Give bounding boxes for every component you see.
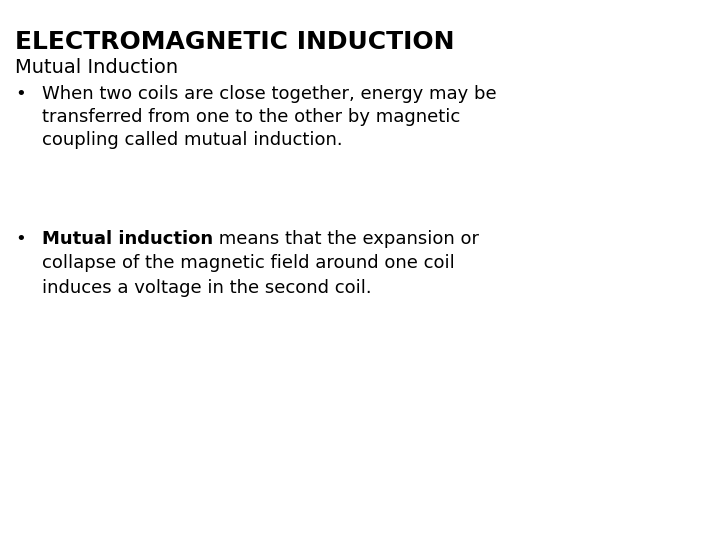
Text: ELECTROMAGNETIC INDUCTION: ELECTROMAGNETIC INDUCTION — [15, 30, 454, 54]
Text: Mutual induction: Mutual induction — [42, 230, 213, 248]
Text: When two coils are close together, energy may be
transferred from one to the oth: When two coils are close together, energ… — [42, 85, 497, 149]
Text: induces a voltage in the second coil.: induces a voltage in the second coil. — [42, 279, 372, 296]
Text: collapse of the magnetic field around one coil: collapse of the magnetic field around on… — [42, 254, 455, 272]
Text: •: • — [15, 85, 26, 103]
Text: means that the expansion or: means that the expansion or — [213, 230, 479, 248]
Text: Mutual Induction: Mutual Induction — [15, 58, 178, 77]
Text: •: • — [15, 230, 26, 248]
